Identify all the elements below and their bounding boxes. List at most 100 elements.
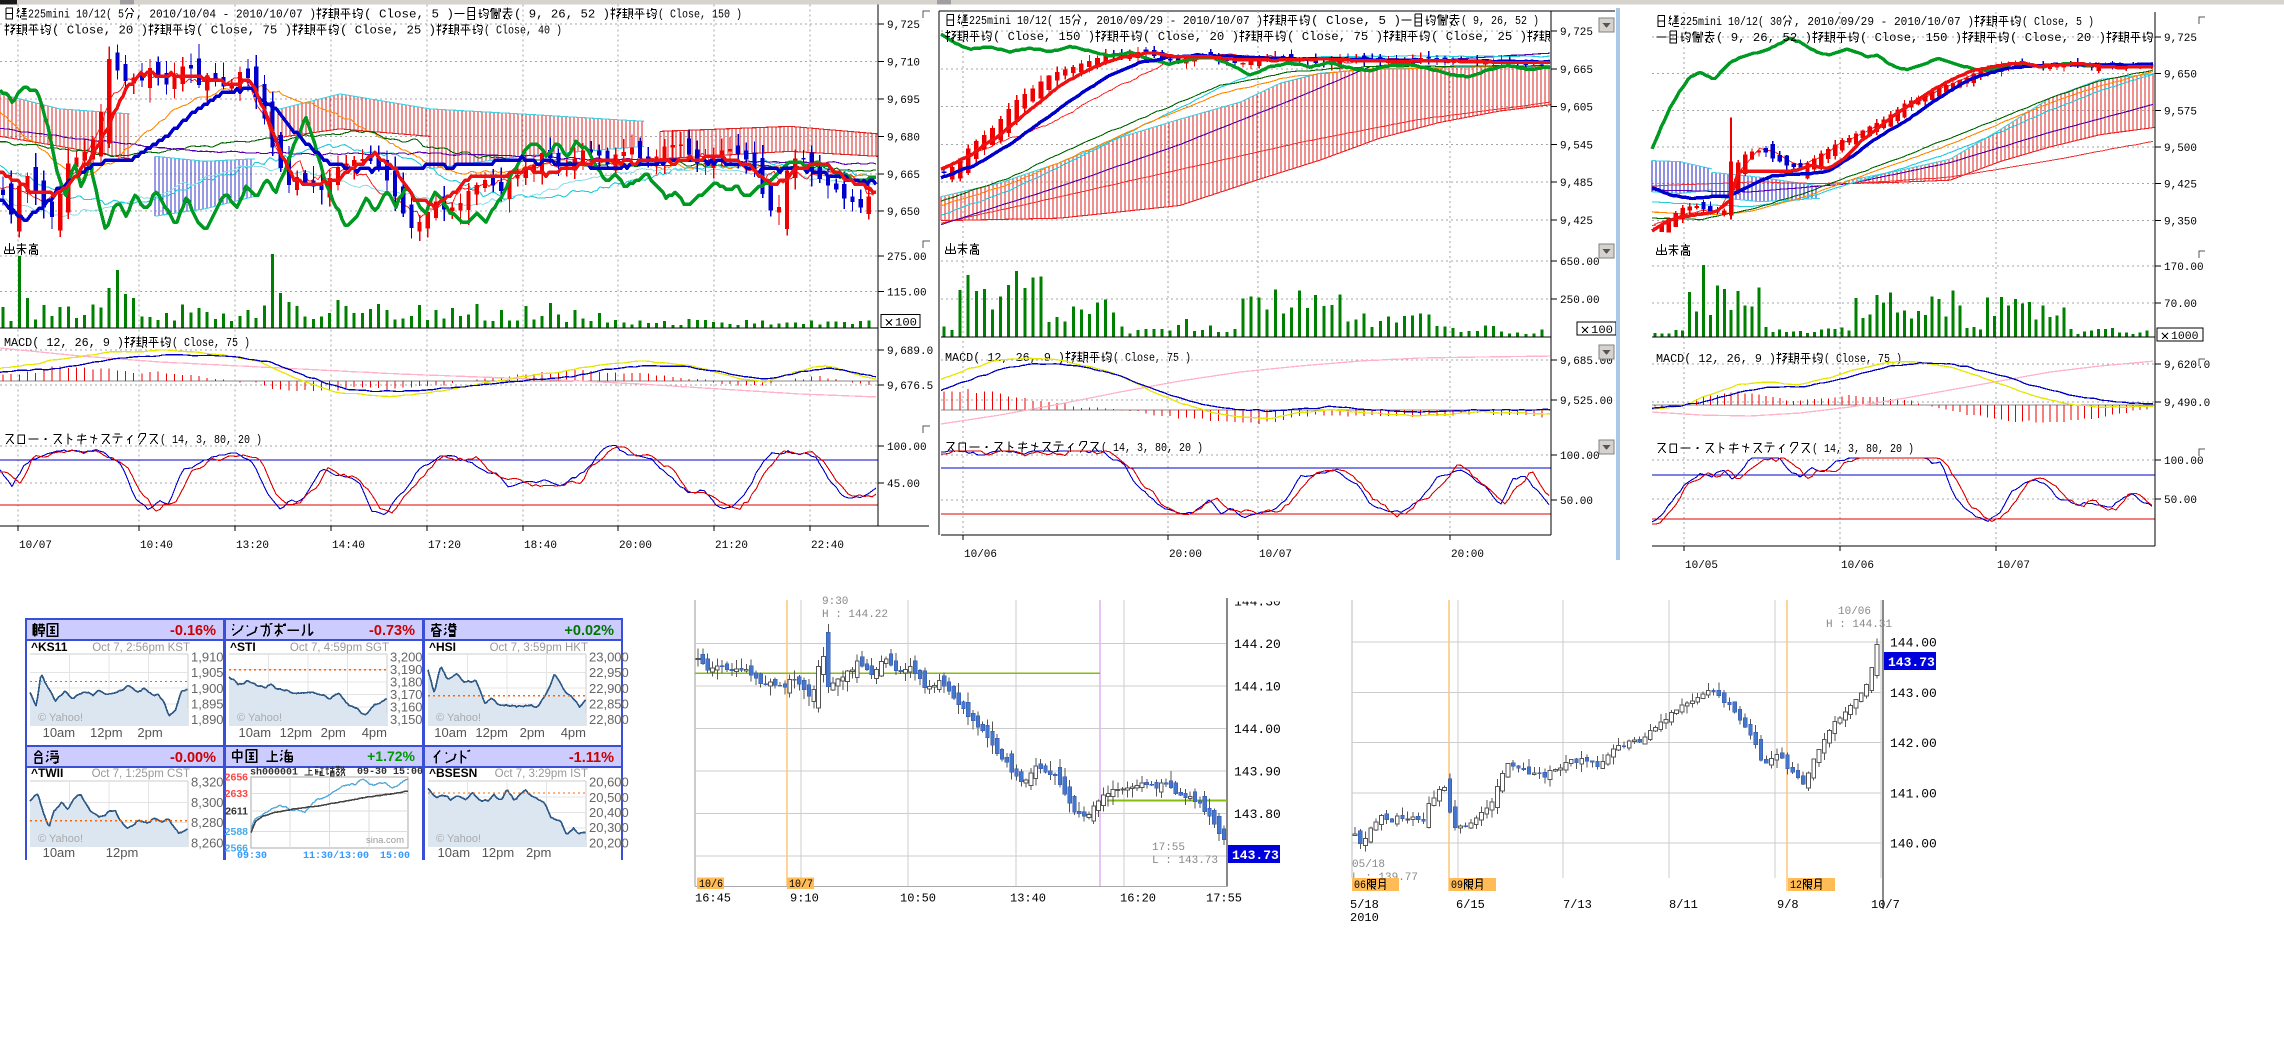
svg-text:225mini 10/12( 30: 225mini 10/12( 30: [1680, 15, 1782, 29]
svg-text:3,200: 3,200: [390, 650, 423, 665]
svg-text:21:20: 21:20: [715, 540, 748, 552]
svg-text:( 9, 26, 52 ): ( 9, 26, 52 ): [514, 7, 610, 21]
svg-text:100: 100: [895, 318, 917, 330]
svg-text:2633: 2633: [225, 788, 249, 800]
svg-text:22,800: 22,800: [589, 712, 629, 727]
svg-text:140.00: 140.00: [1890, 837, 1937, 852]
svg-text:50.00: 50.00: [2164, 495, 2197, 507]
svg-text:2656: 2656: [225, 772, 249, 784]
svg-text:9,725: 9,725: [887, 20, 920, 32]
svg-text:© Yahoo!: © Yahoo!: [436, 833, 481, 845]
svg-text:50.00: 50.00: [1560, 496, 1593, 508]
svg-text:8,320: 8,320: [191, 775, 224, 790]
svg-text:1,895: 1,895: [191, 696, 224, 711]
svg-text:20,200: 20,200: [589, 836, 629, 851]
svg-text:( Close, 25 ): ( Close, 25 ): [1431, 30, 1527, 44]
svg-text:Oct 7, 1:25pm CST: Oct 7, 1:25pm CST: [92, 768, 190, 780]
svg-text:275.00: 275.00: [887, 252, 927, 264]
svg-text:( 14, 3, 80, 20 ): ( 14, 3, 80, 20 ): [160, 433, 262, 447]
svg-text:( Close, 75 ): ( Close, 75 ): [1824, 352, 1902, 366]
svg-text:115.00: 115.00: [887, 288, 927, 300]
svg-text:10:50: 10:50: [900, 892, 936, 906]
svg-text:-0.16%: -0.16%: [170, 623, 216, 639]
svg-text:16:20: 16:20: [1120, 892, 1156, 906]
svg-text:225mini 10/12( 15: 225mini 10/12( 15: [969, 14, 1071, 28]
svg-text:1,905: 1,905: [191, 665, 224, 680]
svg-text:3,160: 3,160: [390, 700, 423, 715]
svg-text:9,665: 9,665: [887, 170, 920, 182]
svg-text:20,600: 20,600: [589, 775, 629, 790]
svg-text:9,605: 9,605: [1560, 103, 1593, 115]
svg-text:20:00: 20:00: [1169, 549, 1202, 561]
svg-text:2pm: 2pm: [321, 725, 346, 740]
svg-text:12pm: 12pm: [475, 725, 508, 740]
svg-text:1,890: 1,890: [191, 712, 224, 727]
svg-text:100.00: 100.00: [1560, 451, 1600, 463]
svg-text:( Close, 20 ): ( Close, 20 ): [52, 23, 148, 37]
svg-text:10/7: 10/7: [789, 879, 813, 891]
svg-text:5/18: 5/18: [1350, 898, 1379, 912]
svg-text:-0.00%: -0.00%: [170, 750, 216, 766]
svg-text:20:00: 20:00: [1451, 549, 1484, 561]
svg-text:( 9, 26, 52 ): ( 9, 26, 52 ): [1716, 31, 1812, 45]
svg-text:MACD( 12, 26, 9 ): MACD( 12, 26, 9 ): [4, 336, 124, 350]
svg-text:8,260: 8,260: [191, 836, 224, 851]
svg-text:250.00: 250.00: [1560, 295, 1600, 307]
svg-text:9,525.00: 9,525.00: [1560, 396, 1613, 408]
svg-text:12pm: 12pm: [280, 725, 313, 740]
svg-text:143.73: 143.73: [1232, 848, 1279, 863]
svg-text:10:40: 10:40: [140, 540, 173, 552]
svg-text:8/11: 8/11: [1669, 898, 1698, 912]
svg-text:-0.73%: -0.73%: [369, 623, 415, 639]
svg-text:, 2010/09/29 - 2010/10/07 ): , 2010/09/29 - 2010/10/07 ): [1083, 14, 1263, 28]
svg-text:sina.com: sina.com: [366, 835, 404, 846]
svg-text:Oct 7, 3:59pm HKT: Oct 7, 3:59pm HKT: [490, 642, 588, 654]
svg-text:9,725: 9,725: [2164, 33, 2197, 45]
svg-text:10am: 10am: [43, 845, 76, 860]
svg-text:143.80: 143.80: [1234, 807, 1281, 822]
svg-text:22:40: 22:40: [811, 540, 844, 552]
svg-text:( Close, 5 ): ( Close, 5 ): [364, 7, 454, 21]
svg-text:© Yahoo!: © Yahoo!: [237, 712, 282, 724]
svg-text:9,545: 9,545: [1560, 140, 1593, 152]
svg-text:10/06: 10/06: [1838, 606, 1871, 618]
svg-text:144.20: 144.20: [1234, 637, 1281, 652]
svg-text:9,350: 9,350: [2164, 216, 2197, 228]
svg-text:1,900: 1,900: [191, 681, 224, 696]
svg-text:H : 144.31: H : 144.31: [1826, 619, 1892, 631]
svg-text:3,170: 3,170: [390, 687, 423, 702]
svg-text:17:55: 17:55: [1206, 892, 1242, 906]
svg-text:09:30: 09:30: [237, 851, 267, 862]
svg-text:( Close, 20 ): ( Close, 20 ): [1143, 30, 1239, 44]
svg-text:+0.02%: +0.02%: [564, 623, 614, 639]
svg-text:1,910: 1,910: [191, 650, 224, 665]
svg-text:( Close, 150 ): ( Close, 150 ): [658, 7, 742, 21]
svg-text:100.00: 100.00: [2164, 456, 2204, 468]
svg-text:225mini 10/12( 5: 225mini 10/12( 5: [28, 7, 124, 21]
svg-text:8,300: 8,300: [191, 795, 224, 810]
svg-text:( Close, 150 ): ( Close, 150 ): [1860, 31, 1962, 45]
svg-text:9,676.5: 9,676.5: [887, 381, 933, 393]
svg-text:10am: 10am: [43, 725, 76, 740]
svg-text:12pm: 12pm: [482, 845, 515, 860]
svg-text:, 2010/09/29 - 2010/10/07 ): , 2010/09/29 - 2010/10/07 ): [1794, 15, 1974, 29]
svg-text:MACD( 12, 26, 9 ): MACD( 12, 26, 9 ): [1656, 352, 1776, 366]
svg-text:10/06: 10/06: [1841, 560, 1874, 572]
svg-text:( 14, 3, 80, 20 ): ( 14, 3, 80, 20 ): [1812, 442, 1914, 456]
svg-text:9/8: 9/8: [1777, 898, 1799, 912]
svg-text:9,490.0: 9,490.0: [2164, 398, 2210, 410]
svg-text:170.00: 170.00: [2164, 262, 2204, 274]
svg-text:Oct 7, 4:59pm SGT: Oct 7, 4:59pm SGT: [290, 642, 389, 654]
svg-text:9:30: 9:30: [822, 596, 848, 608]
svg-text:9,695: 9,695: [887, 95, 920, 107]
svg-text:10/07: 10/07: [19, 540, 52, 552]
svg-text:09-30 15:00: 09-30 15:00: [357, 767, 423, 778]
svg-text:143.90: 143.90: [1234, 764, 1281, 779]
svg-text:Oct 7, 2:56pm KST: Oct 7, 2:56pm KST: [92, 642, 190, 654]
svg-text:7/13: 7/13: [1563, 898, 1592, 912]
svg-text:22,900: 22,900: [589, 681, 629, 696]
svg-text:23,000: 23,000: [589, 650, 629, 665]
svg-text:14:40: 14:40: [332, 540, 365, 552]
svg-text:17:55: 17:55: [1152, 842, 1185, 854]
svg-text:12pm: 12pm: [90, 725, 123, 740]
